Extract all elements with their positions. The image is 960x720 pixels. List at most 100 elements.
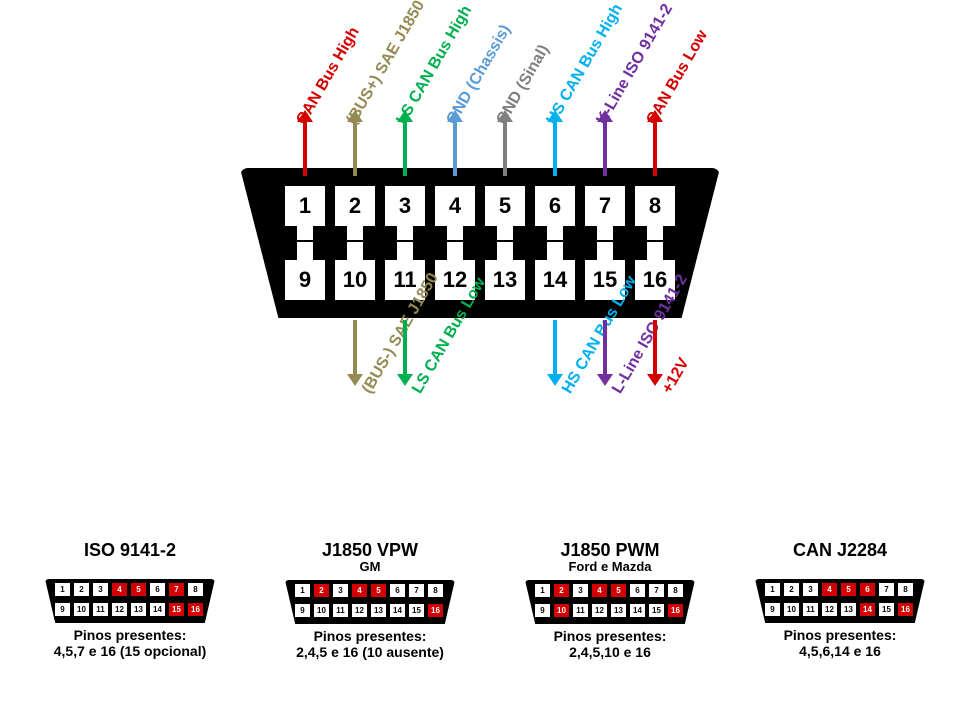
arrow-pin-4	[453, 120, 457, 176]
pin-4: 4	[435, 186, 475, 226]
protocol-j1850-pwm: J1850 PWMFord e Mazda1234567891011121314…	[500, 540, 720, 660]
arrow-pin-1	[303, 120, 307, 176]
arrow-pin-3	[403, 120, 407, 176]
mini-pin-8: 8	[188, 583, 203, 596]
arrow-pin-16	[653, 320, 657, 376]
arrow-pin-2	[353, 120, 357, 176]
mini-pin-9: 9	[55, 603, 70, 616]
mini-pin-6: 6	[150, 583, 165, 596]
protocol-title: J1850 PWM	[500, 540, 720, 561]
pin-5: 5	[485, 186, 525, 226]
mini-pin-12: 12	[822, 603, 837, 616]
mini-pin-1: 1	[535, 584, 550, 597]
mini-pin-8: 8	[898, 583, 913, 596]
mini-pin-15: 15	[879, 603, 894, 616]
mini-connector: 12345678910111213141516	[525, 580, 695, 624]
present-label: Pinos presentes:	[500, 628, 720, 644]
mini-pin-5: 5	[611, 584, 626, 597]
mini-pin-10: 10	[554, 604, 569, 617]
pin-14: 14	[535, 260, 575, 300]
present-pins: 4,5,6,14 e 16	[730, 643, 950, 659]
mini-pin-14: 14	[630, 604, 645, 617]
label-pin-16: +12V	[659, 355, 693, 397]
mini-pin-11: 11	[573, 604, 588, 617]
protocol-subtitle: Ford e Mazda	[500, 559, 720, 574]
mini-pin-3: 3	[93, 583, 108, 596]
pin-7: 7	[585, 186, 625, 226]
mini-pin-15: 15	[169, 603, 184, 616]
mini-pin-5: 5	[371, 584, 386, 597]
pin-8: 8	[635, 186, 675, 226]
arrow-pin-7	[603, 120, 607, 176]
mini-pin-11: 11	[93, 603, 108, 616]
pin-9: 9	[285, 260, 325, 300]
mini-pin-5: 5	[131, 583, 146, 596]
mini-pin-13: 13	[131, 603, 146, 616]
mini-pin-13: 13	[371, 604, 386, 617]
mini-pin-12: 12	[592, 604, 607, 617]
pin-1: 1	[285, 186, 325, 226]
mini-pin-13: 13	[611, 604, 626, 617]
mini-pin-15: 15	[409, 604, 424, 617]
mini-pin-2: 2	[314, 584, 329, 597]
present-label: Pinos presentes:	[730, 627, 950, 643]
mini-pin-7: 7	[649, 584, 664, 597]
mini-pin-16: 16	[188, 603, 203, 616]
mini-pin-11: 11	[803, 603, 818, 616]
mini-pin-4: 4	[352, 584, 367, 597]
mini-pin-12: 12	[352, 604, 367, 617]
mini-pin-1: 1	[765, 583, 780, 596]
mini-pin-3: 3	[573, 584, 588, 597]
arrow-pin-8	[653, 120, 657, 176]
protocol-j1850-vpw: J1850 VPWGM12345678910111213141516Pinos …	[260, 540, 480, 660]
mini-pin-6: 6	[860, 583, 875, 596]
mini-pin-2: 2	[554, 584, 569, 597]
mini-pin-8: 8	[668, 584, 683, 597]
mini-pin-6: 6	[390, 584, 405, 597]
mini-pin-16: 16	[898, 603, 913, 616]
mini-pin-15: 15	[649, 604, 664, 617]
mini-pin-14: 14	[390, 604, 405, 617]
mini-connector: 12345678910111213141516	[285, 580, 455, 624]
mini-pin-4: 4	[822, 583, 837, 596]
present-label: Pinos presentes:	[260, 628, 480, 644]
mini-pin-6: 6	[630, 584, 645, 597]
mini-pin-9: 9	[295, 604, 310, 617]
present-pins: 2,4,5,10 e 16	[500, 644, 720, 660]
arrow-pin-10	[353, 320, 357, 376]
present-pins: 4,5,7 e 16 (15 opcional)	[20, 643, 240, 659]
mini-connector: 12345678910111213141516	[755, 579, 925, 623]
protocol-iso-9141-2: ISO 9141-212345678910111213141516Pinos p…	[20, 540, 240, 659]
arrow-pin-14	[553, 320, 557, 376]
mini-pin-13: 13	[841, 603, 856, 616]
mini-pin-10: 10	[314, 604, 329, 617]
pin-6: 6	[535, 186, 575, 226]
present-pins: 2,4,5 e 16 (10 ausente)	[260, 644, 480, 660]
mini-pin-14: 14	[150, 603, 165, 616]
mini-connector: 12345678910111213141516	[45, 579, 215, 623]
pin-3: 3	[385, 186, 425, 226]
protocol-title: ISO 9141-2	[20, 540, 240, 561]
arrow-pin-11	[403, 320, 407, 376]
mini-pin-3: 3	[803, 583, 818, 596]
mini-pin-8: 8	[428, 584, 443, 597]
protocol-subtitle: GM	[260, 559, 480, 574]
mini-pin-9: 9	[535, 604, 550, 617]
arrow-pin-6	[553, 120, 557, 176]
pin-13: 13	[485, 260, 525, 300]
protocol-title: J1850 VPW	[260, 540, 480, 561]
mini-pin-12: 12	[112, 603, 127, 616]
mini-pin-5: 5	[841, 583, 856, 596]
mini-pin-14: 14	[860, 603, 875, 616]
mini-pin-1: 1	[295, 584, 310, 597]
pin-2: 2	[335, 186, 375, 226]
pin-10: 10	[335, 260, 375, 300]
mini-pin-4: 4	[592, 584, 607, 597]
mini-pin-1: 1	[55, 583, 70, 596]
mini-pin-2: 2	[74, 583, 89, 596]
present-label: Pinos presentes:	[20, 627, 240, 643]
mini-pin-11: 11	[333, 604, 348, 617]
arrow-pin-5	[503, 120, 507, 176]
mini-pin-16: 16	[428, 604, 443, 617]
mini-pin-7: 7	[169, 583, 184, 596]
